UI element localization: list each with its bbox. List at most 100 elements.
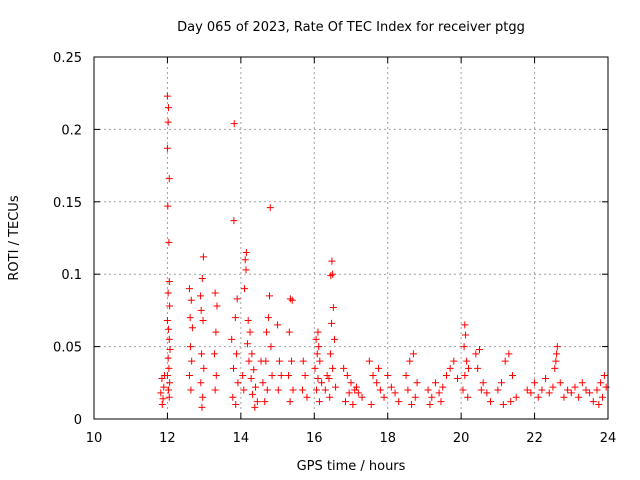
data-point bbox=[428, 393, 436, 401]
data-point bbox=[166, 302, 174, 310]
data-point bbox=[241, 285, 249, 293]
data-point bbox=[314, 328, 322, 336]
data-point bbox=[198, 275, 206, 283]
x-tick-label: 22 bbox=[526, 431, 543, 446]
data-point bbox=[157, 389, 165, 397]
axis-ticks: 10 12 14 16 18 20 22 24 0 0.05 0.1 0.15 0.2 0.25 bbox=[53, 51, 616, 446]
data-point bbox=[289, 386, 297, 394]
data-point bbox=[229, 393, 237, 401]
data-point bbox=[228, 335, 236, 343]
data-point bbox=[188, 324, 196, 332]
data-point bbox=[512, 393, 520, 401]
data-point bbox=[595, 401, 603, 409]
data-point bbox=[463, 357, 471, 365]
data-point bbox=[597, 379, 605, 387]
data-point bbox=[299, 357, 307, 365]
data-point bbox=[531, 379, 539, 387]
data-point bbox=[373, 379, 381, 387]
data-point bbox=[314, 374, 322, 382]
data-point bbox=[375, 364, 383, 372]
data-point bbox=[327, 272, 335, 280]
data-point bbox=[453, 374, 461, 382]
y-tick-label: 0.2 bbox=[61, 123, 82, 138]
data-point bbox=[243, 340, 251, 348]
y-tick-label: 0.25 bbox=[53, 51, 82, 66]
data-point bbox=[353, 383, 361, 391]
data-point bbox=[200, 364, 208, 372]
data-point bbox=[534, 393, 542, 401]
data-point bbox=[404, 386, 412, 394]
data-point bbox=[345, 389, 353, 397]
data-point bbox=[252, 383, 260, 391]
data-point bbox=[166, 345, 174, 353]
data-point bbox=[299, 386, 307, 394]
data-point bbox=[164, 354, 172, 362]
data-point bbox=[315, 343, 323, 351]
data-point bbox=[571, 383, 579, 391]
data-point bbox=[578, 379, 586, 387]
data-point bbox=[249, 390, 257, 398]
data-point bbox=[212, 372, 220, 380]
data-point bbox=[211, 386, 219, 394]
data-point bbox=[395, 398, 403, 406]
data-point bbox=[598, 393, 606, 401]
data-point bbox=[477, 386, 485, 394]
x-tick-label: 24 bbox=[600, 431, 617, 446]
data-point bbox=[285, 372, 293, 380]
data-point bbox=[349, 401, 357, 409]
y-tick-label: 0.1 bbox=[61, 268, 82, 283]
data-point bbox=[185, 372, 193, 380]
data-point bbox=[553, 350, 561, 358]
data-point bbox=[509, 372, 517, 380]
data-point bbox=[391, 389, 399, 397]
data-point bbox=[501, 357, 509, 365]
data-point bbox=[340, 364, 348, 372]
data-point bbox=[330, 335, 338, 343]
data-point bbox=[556, 379, 564, 387]
data-point bbox=[165, 104, 173, 112]
data-point bbox=[332, 383, 340, 391]
data-point bbox=[439, 383, 447, 391]
data-point bbox=[316, 357, 324, 365]
data-point bbox=[450, 357, 458, 365]
data-point bbox=[263, 386, 271, 394]
chart-title: Day 065 of 2023, Rate Of TEC Index for r… bbox=[177, 20, 525, 35]
x-tick-label: 14 bbox=[233, 431, 250, 446]
data-point bbox=[288, 296, 296, 304]
data-point bbox=[437, 398, 445, 406]
data-point bbox=[483, 389, 491, 397]
data-point bbox=[431, 379, 439, 387]
data-point bbox=[408, 401, 416, 409]
data-point bbox=[264, 314, 272, 322]
data-point bbox=[285, 328, 293, 336]
data-point bbox=[365, 357, 373, 365]
data-point bbox=[239, 372, 247, 380]
data-point bbox=[230, 120, 238, 128]
x-axis-label: GPS time / hours bbox=[297, 459, 406, 474]
data-point bbox=[277, 372, 285, 380]
data-point bbox=[312, 335, 320, 343]
data-point bbox=[461, 372, 469, 380]
data-point bbox=[158, 401, 166, 409]
data-point bbox=[505, 350, 513, 358]
x-tick-label: 16 bbox=[306, 431, 323, 446]
data-point bbox=[329, 270, 337, 278]
data-point bbox=[244, 317, 252, 325]
data-point bbox=[286, 295, 294, 303]
data-point bbox=[321, 386, 329, 394]
x-tick-label: 10 bbox=[86, 431, 103, 446]
data-point bbox=[199, 393, 207, 401]
data-point bbox=[323, 372, 331, 380]
data-point bbox=[251, 403, 259, 411]
data-point bbox=[247, 374, 255, 382]
plot-frame bbox=[93, 56, 609, 420]
data-point bbox=[165, 335, 173, 343]
data-point bbox=[553, 343, 561, 351]
data-point bbox=[406, 357, 414, 365]
data-point bbox=[567, 389, 575, 397]
data-point bbox=[460, 343, 468, 351]
data-point bbox=[265, 292, 273, 300]
data-point bbox=[163, 317, 171, 325]
data-point bbox=[560, 393, 568, 401]
